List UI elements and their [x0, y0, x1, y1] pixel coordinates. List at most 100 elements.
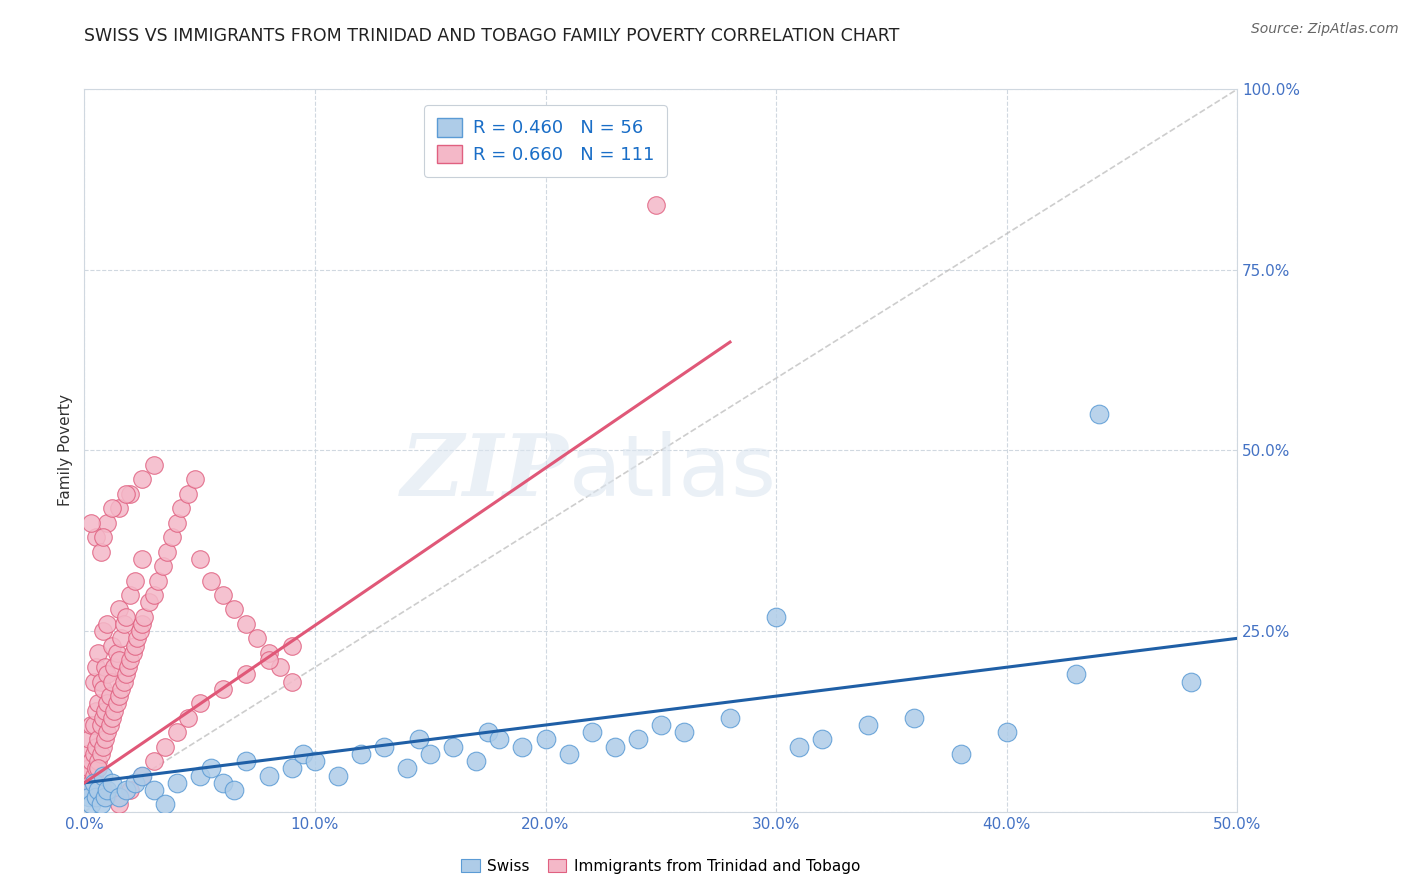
Point: [115, 667, 138, 681]
Point: [124, 776, 146, 790]
Point: [603, 739, 626, 754]
Point: [112, 616, 135, 631]
Point: [77, 783, 100, 797]
Point: [101, 674, 124, 689]
Point: [120, 653, 142, 667]
Point: [96, 790, 118, 805]
Point: [87, 754, 110, 768]
Point: [108, 501, 131, 516]
Point: [200, 574, 222, 588]
Point: [87, 732, 110, 747]
Point: [101, 501, 124, 516]
Point: [131, 769, 153, 783]
Point: [91, 739, 114, 754]
Point: [84, 530, 107, 544]
Point: [903, 711, 925, 725]
Point: [142, 754, 165, 768]
Point: [101, 776, 124, 790]
Point: [152, 559, 174, 574]
Point: [121, 646, 143, 660]
Point: [138, 595, 160, 609]
Point: [80, 776, 103, 790]
Point: [373, 739, 395, 754]
Point: [77, 732, 100, 747]
Point: [184, 472, 207, 486]
Point: [765, 609, 787, 624]
Point: [858, 718, 880, 732]
Point: [80, 516, 103, 530]
Point: [96, 783, 118, 797]
Point: [281, 761, 304, 775]
Point: [1180, 674, 1202, 689]
Point: [80, 754, 103, 768]
Point: [557, 747, 579, 761]
Point: [91, 769, 114, 783]
Point: [166, 516, 188, 530]
Point: [581, 725, 603, 739]
Point: [153, 739, 176, 754]
Point: [166, 725, 188, 739]
Point: [177, 711, 200, 725]
Point: [96, 516, 118, 530]
Point: [87, 696, 110, 710]
Point: [115, 487, 138, 501]
Point: [153, 797, 176, 812]
Point: [120, 588, 142, 602]
Point: [304, 754, 326, 768]
Point: [477, 725, 499, 739]
Point: [131, 472, 153, 486]
Point: [87, 646, 110, 660]
Point: [120, 487, 142, 501]
Point: [127, 632, 149, 646]
Point: [645, 198, 668, 212]
Point: [105, 696, 128, 710]
Text: SWISS VS IMMIGRANTS FROM TRINIDAD AND TOBAGO FAMILY POVERTY CORRELATION CHART: SWISS VS IMMIGRANTS FROM TRINIDAD AND TO…: [84, 27, 900, 45]
Point: [949, 747, 972, 761]
Point: [718, 711, 741, 725]
Point: [131, 769, 153, 783]
Point: [512, 739, 534, 754]
Point: [76, 783, 98, 797]
Point: [108, 790, 131, 805]
Point: [108, 602, 131, 616]
Point: [200, 761, 222, 775]
Point: [87, 761, 110, 775]
Point: [224, 783, 246, 797]
Point: [89, 544, 111, 558]
Point: [91, 681, 114, 696]
Point: [83, 776, 105, 790]
Point: [408, 732, 430, 747]
Point: [96, 667, 118, 681]
Point: [235, 667, 257, 681]
Point: [211, 588, 233, 602]
Point: [117, 660, 139, 674]
Point: [84, 704, 107, 718]
Point: [235, 616, 257, 631]
Text: atlas: atlas: [568, 431, 776, 514]
Point: [995, 725, 1018, 739]
Point: [103, 660, 125, 674]
Point: [94, 660, 117, 674]
Point: [89, 797, 111, 812]
Point: [1088, 407, 1111, 421]
Legend: R = 0.460   N = 56, R = 0.660   N = 111: R = 0.460 N = 56, R = 0.660 N = 111: [425, 105, 666, 177]
Point: [108, 689, 131, 703]
Point: [112, 674, 135, 689]
Point: [281, 639, 304, 653]
Point: [103, 704, 125, 718]
Point: [224, 602, 246, 616]
Point: [94, 732, 117, 747]
Point: [87, 783, 110, 797]
Point: [89, 674, 111, 689]
Point: [98, 718, 121, 732]
Point: [269, 660, 291, 674]
Point: [257, 646, 280, 660]
Point: [134, 609, 156, 624]
Point: [80, 797, 103, 812]
Point: [101, 639, 124, 653]
Point: [91, 711, 114, 725]
Point: [110, 632, 132, 646]
Point: [131, 616, 153, 631]
Point: [110, 681, 132, 696]
Point: [188, 769, 211, 783]
